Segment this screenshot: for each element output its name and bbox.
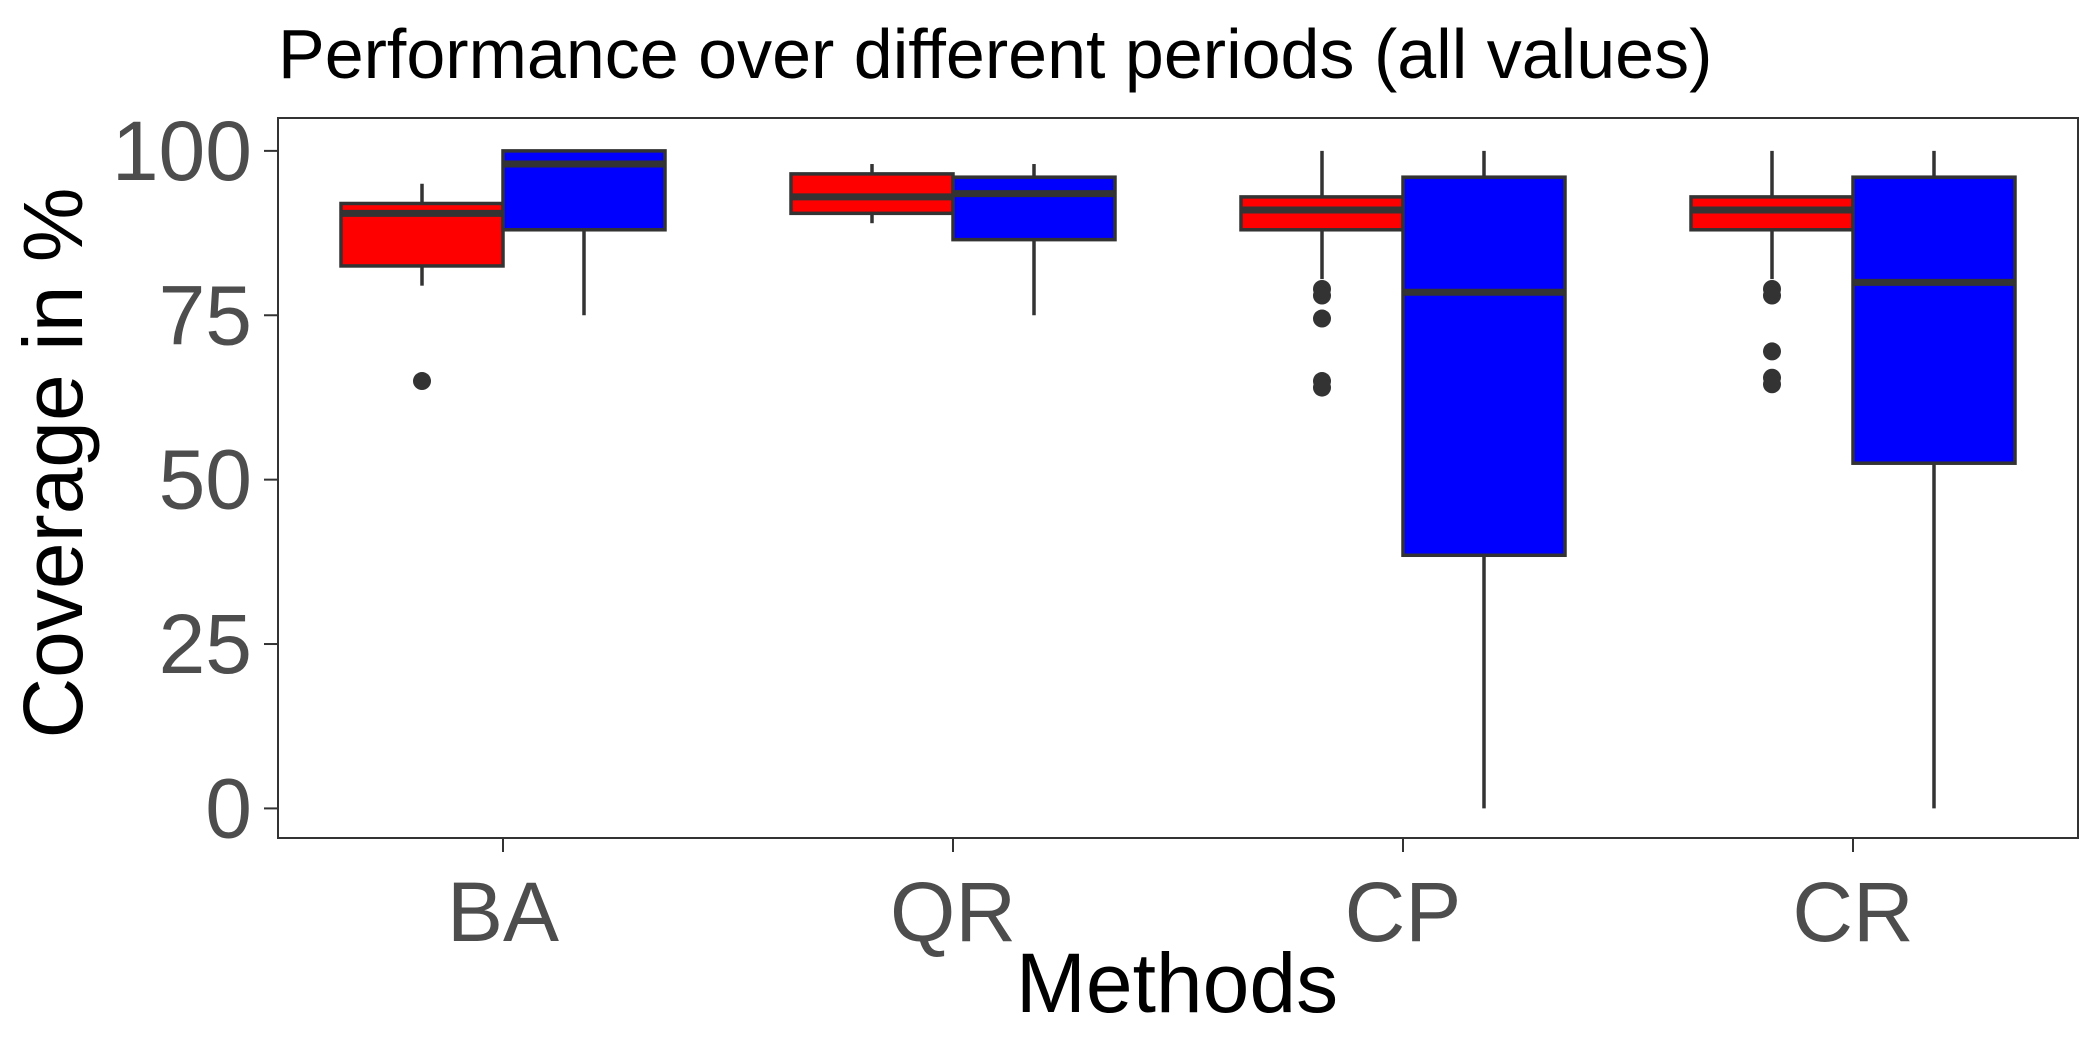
axis-ticks: 0 25 50 75 100 BA QR CP CR bbox=[112, 104, 1914, 959]
box-CP-series2 bbox=[1401, 150, 1567, 809]
box-series bbox=[339, 149, 2017, 809]
outlier-point bbox=[413, 372, 431, 391]
outlier-point bbox=[1763, 375, 1781, 394]
box-CR-series2 bbox=[1851, 150, 2017, 809]
outlier-point bbox=[1313, 309, 1331, 328]
x-tick-label: BA bbox=[447, 865, 559, 959]
x-axis-title: Methods bbox=[1016, 936, 1338, 1030]
box-QR-series2 bbox=[951, 164, 1117, 316]
box-BA-series1 bbox=[339, 183, 505, 391]
box-iqr bbox=[951, 175, 1117, 242]
box-iqr bbox=[1401, 175, 1567, 558]
y-tick-label: 25 bbox=[159, 597, 252, 691]
x-tick-label: CP bbox=[1345, 865, 1462, 959]
y-tick-label: 0 bbox=[205, 761, 252, 855]
box-CR-series1 bbox=[1689, 150, 1855, 394]
x-tick-label: CR bbox=[1792, 865, 1913, 959]
y-tick-label: 100 bbox=[112, 104, 252, 198]
outlier-point bbox=[1313, 286, 1331, 305]
y-axis-title: Coverage in % bbox=[6, 188, 100, 739]
chart-title: Performance over different periods (all … bbox=[278, 15, 1712, 93]
outlier-point bbox=[1763, 286, 1781, 305]
y-tick-label: 50 bbox=[159, 433, 252, 527]
plot-panel-border bbox=[277, 117, 2079, 839]
box-iqr bbox=[1851, 175, 2017, 465]
box-QR-series1 bbox=[789, 164, 955, 224]
x-tick-label: QR bbox=[890, 865, 1016, 959]
outlier-point bbox=[1313, 378, 1331, 397]
box-BA-series2 bbox=[501, 149, 667, 316]
y-tick-label: 75 bbox=[159, 268, 252, 362]
outlier-point bbox=[1763, 342, 1781, 361]
box-CP-series1 bbox=[1239, 150, 1405, 397]
